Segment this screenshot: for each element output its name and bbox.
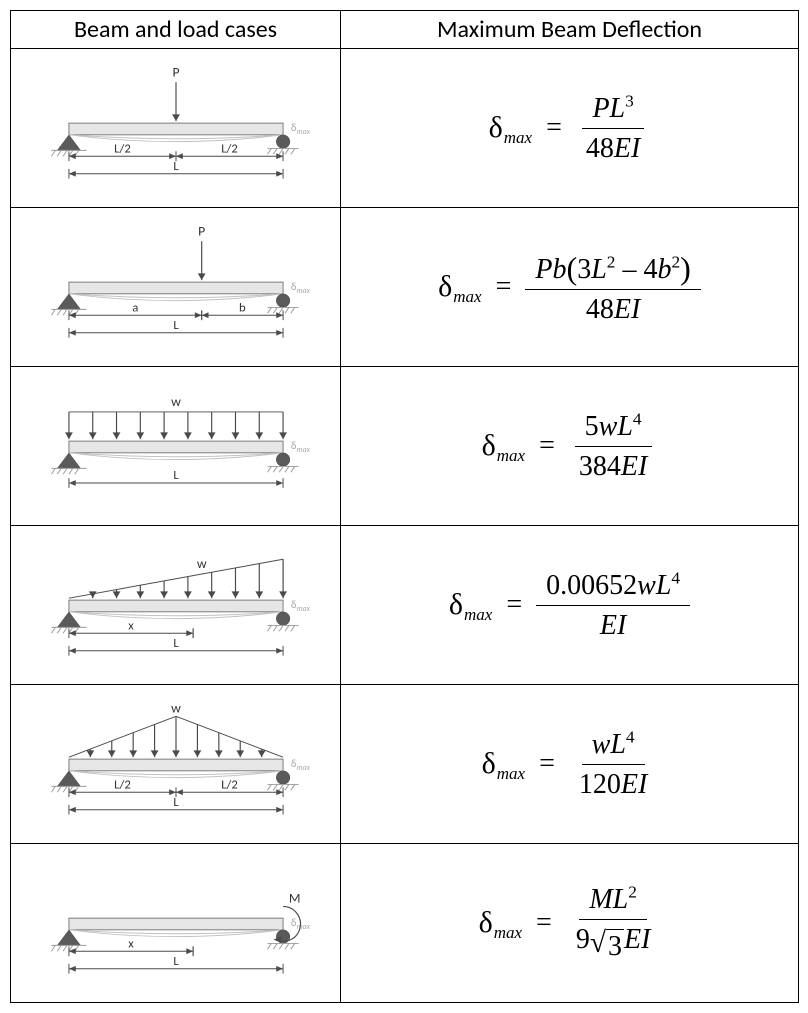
formula-numerator: PL3 xyxy=(582,89,643,129)
header-row: Beam and load cases Maximum Beam Deflect… xyxy=(11,11,799,49)
formula-denominator: 120EI xyxy=(569,765,657,804)
svg-text:δmax: δmax xyxy=(290,439,310,455)
formula-cell: δmax=5wL4384EI xyxy=(341,367,799,526)
svg-text:w: w xyxy=(196,555,206,572)
formula-denominator: 384EI xyxy=(569,447,657,486)
formula-cell: δmax=Pb(3L2 – 4b2)48EI xyxy=(341,208,799,367)
beam-diagram: δmax w x L xyxy=(26,532,326,678)
deflection-formula: δmax=5wL4384EI xyxy=(482,407,658,486)
diagram-cell: δmax w L/2 L/2 L xyxy=(11,685,341,844)
table-row: δmax P L/2 L/2 Lδmax=PL348EI xyxy=(11,49,799,208)
svg-text:w: w xyxy=(171,699,181,716)
svg-text:L: L xyxy=(173,795,179,810)
svg-text:x: x xyxy=(128,936,134,951)
svg-text:w: w xyxy=(171,393,181,410)
beam-diagram: δmax P L/2 L/2 L xyxy=(26,55,326,201)
svg-text:M: M xyxy=(288,890,300,907)
formula-numerator: 5wL4 xyxy=(575,407,652,447)
formula-denominator: EI xyxy=(590,606,636,645)
beam-diagram: δmax w L xyxy=(26,373,326,519)
svg-text:δmax: δmax xyxy=(290,598,310,614)
formula-cell: δmax=0.00652wL4EI xyxy=(341,526,799,685)
formula-denominator: 9√3EI xyxy=(566,920,661,966)
svg-text:L: L xyxy=(173,318,179,333)
deflection-table: Beam and load cases Maximum Beam Deflect… xyxy=(10,10,799,1003)
svg-text:a: a xyxy=(132,300,138,315)
table-row: δmax Pa b Lδmax=Pb(3L2 – 4b2)48EI xyxy=(11,208,799,367)
deflection-formula: δmax=PL348EI xyxy=(489,89,651,168)
svg-text:L/2: L/2 xyxy=(221,141,238,156)
svg-text:δmax: δmax xyxy=(290,280,310,296)
svg-text:L: L xyxy=(173,159,179,174)
svg-text:L: L xyxy=(173,636,179,651)
formula-denominator: 48EI xyxy=(576,129,650,168)
svg-text:P: P xyxy=(198,222,205,239)
diagram-cell: δmax w x L xyxy=(11,526,341,685)
svg-text:L: L xyxy=(173,468,179,483)
formula-numerator: 0.00652wL4 xyxy=(536,566,690,606)
formula-cell: δmax=wL4120EI xyxy=(341,685,799,844)
table-row: δmax w Lδmax=5wL4384EI xyxy=(11,367,799,526)
svg-text:L/2: L/2 xyxy=(221,777,238,792)
formula-denominator: 48EI xyxy=(576,290,650,329)
svg-text:L: L xyxy=(173,954,179,969)
beam-diagram: δmax w L/2 L/2 L xyxy=(26,691,326,837)
beam-diagram: δmax Pa b L xyxy=(26,214,326,360)
diagram-cell: δmaxMxL xyxy=(11,844,341,1003)
formula-cell: δmax=PL348EI xyxy=(341,49,799,208)
diagram-cell: δmax Pa b L xyxy=(11,208,341,367)
svg-text:P: P xyxy=(172,63,179,80)
diagram-cell: δmax P L/2 L/2 L xyxy=(11,49,341,208)
table-row: δmax w L/2 L/2 Lδmax=wL4120EI xyxy=(11,685,799,844)
beam-diagram: δmaxMxL xyxy=(26,850,326,996)
svg-text:δmax: δmax xyxy=(290,757,310,773)
deflection-formula: δmax=0.00652wL4EI xyxy=(449,566,690,645)
table-row: δmax w x Lδmax=0.00652wL4EI xyxy=(11,526,799,685)
deflection-formula: δmax=Pb(3L2 – 4b2)48EI xyxy=(438,245,701,329)
table-row: δmaxMxLδmax=ML29√3EI xyxy=(11,844,799,1003)
svg-text:L/2: L/2 xyxy=(114,777,131,792)
svg-text:b: b xyxy=(239,300,246,315)
svg-text:x: x xyxy=(128,618,134,633)
header-left: Beam and load cases xyxy=(11,11,341,49)
deflection-formula: δmax=ML29√3EI xyxy=(479,880,661,966)
deflection-formula: δmax=wL4120EI xyxy=(482,725,658,804)
formula-numerator: ML2 xyxy=(579,880,647,920)
formula-cell: δmax=ML29√3EI xyxy=(341,844,799,1003)
formula-numerator: Pb(3L2 – 4b2) xyxy=(525,245,701,290)
svg-text:δmax: δmax xyxy=(290,121,310,137)
diagram-cell: δmax w L xyxy=(11,367,341,526)
formula-numerator: wL4 xyxy=(582,725,645,765)
header-right: Maximum Beam Deflection xyxy=(341,11,799,49)
svg-text:L/2: L/2 xyxy=(114,141,131,156)
